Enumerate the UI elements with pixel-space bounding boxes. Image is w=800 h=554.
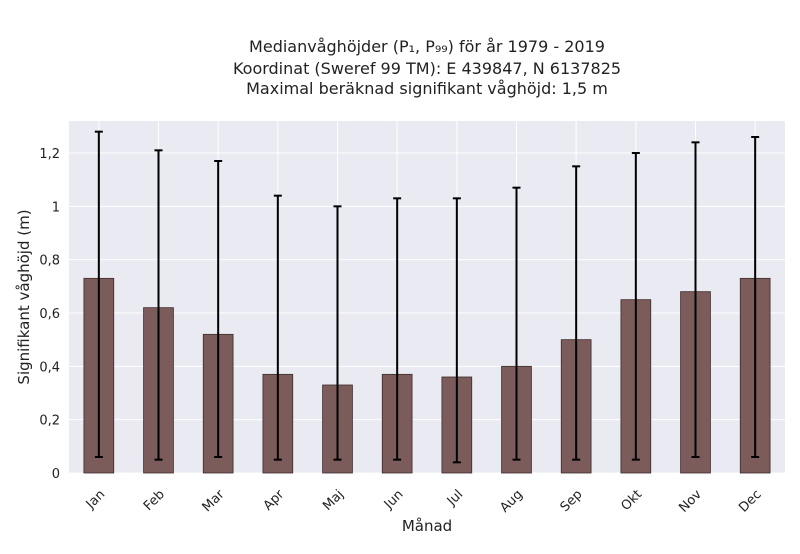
x-tick-label: Aug [497, 487, 526, 516]
chart-title: Medianvåghöjder (P₁, P₉₉) för år 1979 - … [233, 37, 621, 98]
title-line-2: Koordinat (Sweref 99 TM): E 439847, N 61… [233, 59, 621, 78]
y-tick-label: 0,4 [39, 360, 60, 375]
x-tick-label: Jan [83, 487, 108, 512]
x-tick-label: Feb [141, 487, 168, 514]
x-tick-label: Sep [558, 487, 586, 515]
x-tick-label: Dec [736, 487, 764, 515]
y-tick-label: 1 [52, 200, 60, 215]
y-tick-label: 1,2 [39, 147, 60, 162]
error-bars [94, 130, 760, 464]
y-tick-label: 0 [52, 467, 60, 482]
plot-area [69, 121, 785, 473]
y-tick-labels: 0 0,2 0,4 0,6 0,8 1 1,2 [39, 147, 60, 482]
y-tick-label: 0,8 [39, 254, 60, 269]
y-tick-label: 0,2 [39, 414, 60, 429]
x-tick-label: Apr [261, 487, 288, 514]
title-line-3: Maximal beräknad signifikant våghöjd: 1,… [246, 79, 608, 98]
x-tick-label: Okt [618, 487, 645, 514]
x-axis-label: Månad [402, 517, 452, 535]
title-line-1: Medianvåghöjder (P₁, P₉₉) för år 1979 - … [249, 37, 605, 56]
x-tick-labels: Jan Feb Mar Apr Maj Jun Jul Aug Sep Okt Nov Dec [83, 487, 765, 516]
x-tick-label: Jun [381, 487, 407, 513]
x-tick-label: Mar [200, 487, 228, 515]
x-tick-label: Nov [676, 487, 705, 516]
y-tick-label: 0,6 [39, 307, 60, 322]
x-tick-label: Maj [320, 487, 347, 514]
x-tick-label: Jul [444, 487, 466, 509]
y-axis-label: Signifikant våghöjd (m) [15, 209, 33, 384]
